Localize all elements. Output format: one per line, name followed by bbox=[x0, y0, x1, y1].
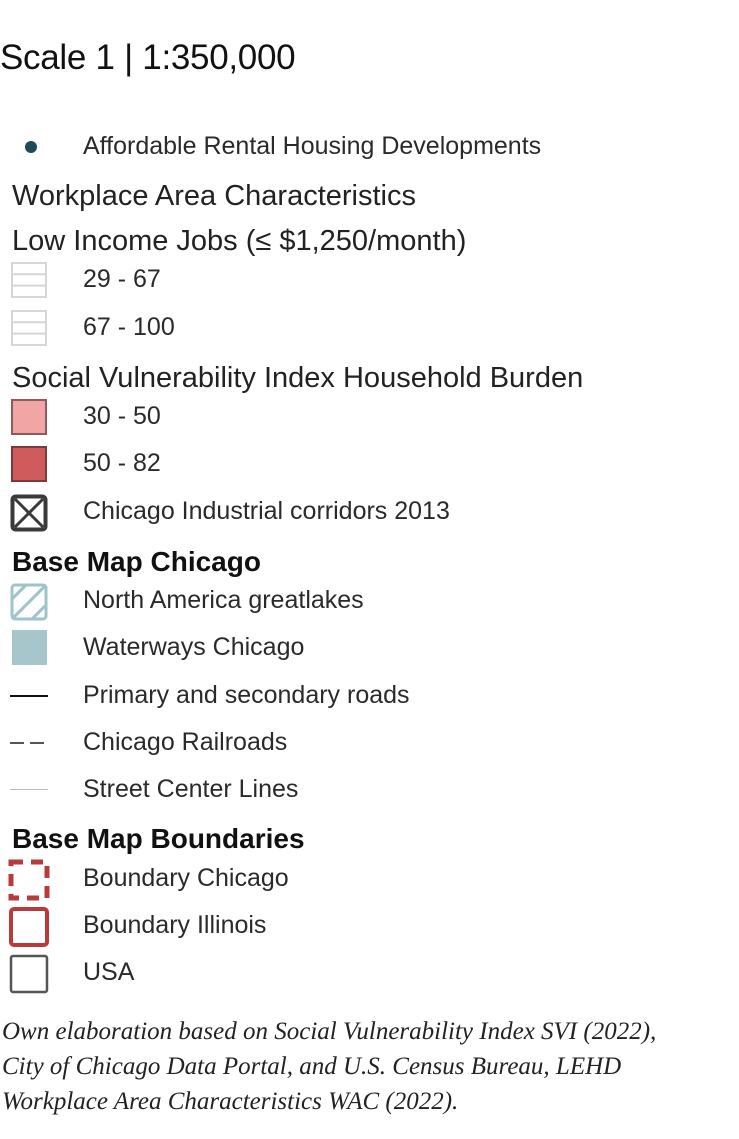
credit-line: Own elaboration based on Social Vulnerab… bbox=[2, 1018, 657, 1045]
outline-box-icon bbox=[9, 907, 49, 947]
dot-icon bbox=[25, 141, 37, 153]
base-map-item-label: Waterways Chicago bbox=[83, 633, 305, 661]
base-map-item-label: Chicago Railroads bbox=[83, 728, 288, 756]
diagonal-hatch-icon bbox=[10, 583, 48, 621]
base-map-item-label: Primary and secondary roads bbox=[83, 681, 410, 709]
svi-swatch-high bbox=[11, 446, 47, 482]
credit-line: Workplace Area Characteristics WAC (2022… bbox=[2, 1088, 459, 1115]
affordable-housing-label: Affordable Rental Housing Developments bbox=[83, 132, 542, 160]
dashed-box-icon bbox=[8, 859, 50, 901]
wac-item-label: 67 - 100 bbox=[83, 313, 175, 341]
base-map-heading: Base Map Chicago bbox=[12, 546, 261, 577]
boundary-item-label: Boundary Chicago bbox=[83, 864, 289, 892]
fill-square-icon bbox=[12, 630, 47, 665]
svi-item-label: 30 - 50 bbox=[83, 402, 161, 430]
wac-heading: Workplace Area Characteristics bbox=[12, 180, 417, 212]
dashed-line-icon bbox=[10, 742, 48, 744]
solid-line-icon bbox=[10, 695, 48, 697]
wac-item-label: 29 - 67 bbox=[83, 265, 161, 293]
boundary-item-label: USA bbox=[83, 958, 135, 986]
base-map-item-label: North America greatlakes bbox=[83, 586, 364, 614]
svi-heading: Social Vulnerability Index Household Bur… bbox=[12, 362, 584, 394]
outline-box-icon bbox=[9, 954, 49, 994]
base-map-item-label: Street Center Lines bbox=[83, 775, 299, 803]
wac-subheading: Low Income Jobs (≤ $1,250/month) bbox=[12, 225, 467, 257]
horizontal-hatch-icon bbox=[11, 310, 47, 346]
thin-line-icon bbox=[10, 789, 48, 790]
x-box-icon bbox=[10, 494, 48, 532]
boundaries-heading: Base Map Boundaries bbox=[12, 823, 305, 854]
svi-swatch-low bbox=[11, 399, 47, 435]
scale-title: Scale 1 | 1:350,000 bbox=[0, 38, 296, 77]
boundary-item-label: Boundary Illinois bbox=[83, 911, 267, 939]
credit-line: City of Chicago Data Portal, and U.S. Ce… bbox=[2, 1053, 622, 1080]
horizontal-hatch-icon bbox=[11, 262, 47, 298]
source-credit: Own elaboration based on Social Vulnerab… bbox=[2, 1014, 732, 1119]
svi-item-label: 50 - 82 bbox=[83, 449, 161, 477]
corridors-label: Chicago Industrial corridors 2013 bbox=[83, 497, 450, 525]
